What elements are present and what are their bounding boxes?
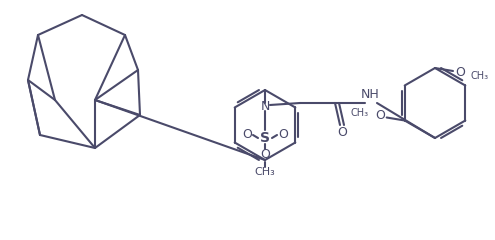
Text: N: N (260, 101, 270, 114)
Text: O: O (278, 128, 288, 142)
Text: CH₃: CH₃ (254, 167, 275, 177)
Text: CH₃: CH₃ (471, 71, 489, 81)
Text: O: O (260, 149, 270, 162)
Text: NH: NH (361, 89, 379, 102)
Text: S: S (260, 131, 270, 145)
Text: O: O (337, 126, 347, 139)
Text: O: O (455, 66, 465, 79)
Text: CH₃: CH₃ (350, 108, 369, 118)
Text: O: O (242, 128, 252, 142)
Text: O: O (375, 109, 385, 122)
